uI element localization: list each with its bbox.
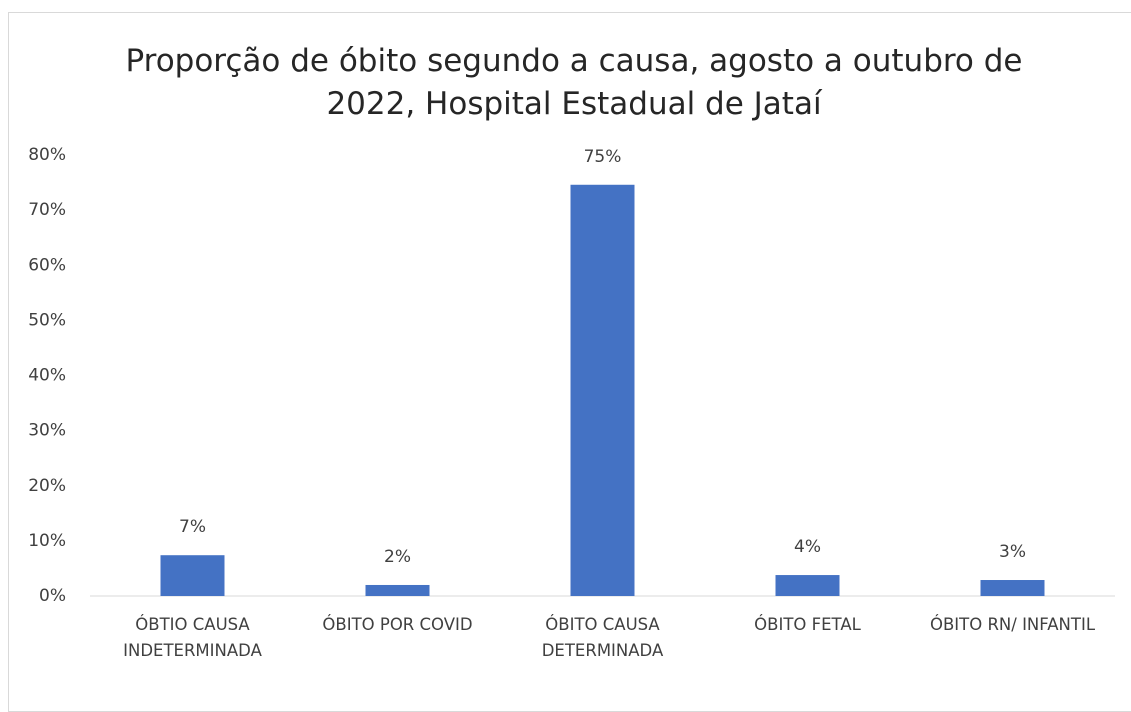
data-label: 7% [179, 517, 206, 537]
data-label: 4% [794, 537, 821, 557]
x-tick-label: ÓBTIO CAUSA INDETERMINADA [123, 615, 262, 660]
bar [775, 575, 840, 596]
bar [570, 184, 635, 596]
x-tick-label: ÓBITO FETAL [754, 615, 861, 634]
bar [365, 584, 430, 596]
x-tick-label: ÓBITO POR COVID [322, 615, 473, 634]
data-label: 2% [384, 547, 411, 567]
y-tick-label: 30% [28, 421, 66, 441]
y-tick-label: 10% [28, 531, 66, 551]
y-tick-label: 50% [28, 310, 66, 330]
y-tick-label: 40% [28, 366, 66, 386]
x-tick-label: ÓBITO CAUSA DETERMINADA [541, 615, 664, 660]
bar [980, 580, 1045, 596]
data-label: 3% [999, 542, 1026, 562]
y-tick-label: 80% [28, 145, 66, 165]
x-tick-label: ÓBITO RN/ INFANTIL [929, 615, 1096, 634]
y-tick-label: 20% [28, 476, 66, 496]
y-tick-label: 0% [39, 586, 66, 606]
data-label: 75% [584, 147, 622, 167]
chart: Proporção de óbito segundo a causa, agos… [8, 12, 1131, 712]
y-tick-label: 70% [28, 200, 66, 220]
chart-title: Proporção de óbito segundo a causa, agos… [125, 43, 1023, 122]
y-tick-label: 60% [28, 255, 66, 275]
plot: 0% 10% 20% 30% 40% 50% 60% 70% 80% 7% 2% 75% 4% 3% [28, 145, 1115, 606]
bar [160, 555, 225, 596]
